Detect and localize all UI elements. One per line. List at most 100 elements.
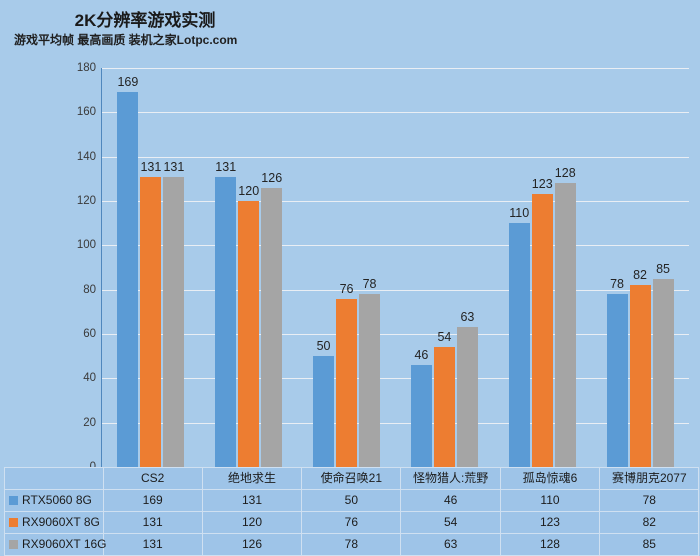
page-title: 2K分辨率游戏实测: [74, 11, 216, 30]
bar-value-label: 110: [509, 206, 530, 221]
table-column-header: 绝地求生: [201, 467, 303, 490]
bar[interactable]: [313, 356, 335, 467]
bar-value-label: 54: [437, 330, 452, 345]
bar[interactable]: [629, 285, 651, 467]
y-axis-tick-label: 40: [83, 372, 96, 385]
table-cell: 63: [400, 533, 501, 556]
legend-swatch-icon: [9, 540, 18, 549]
table-column-header: 孤岛惊魂6: [499, 467, 601, 490]
bar-group: 50 76 78: [297, 68, 396, 472]
table-cell: 123: [499, 511, 601, 534]
table-row: RX9060XT 8G 131 120 76 54 123 82: [4, 511, 700, 534]
bar[interactable]: [508, 223, 530, 467]
bar[interactable]: [433, 347, 455, 467]
table-cell: 126: [201, 533, 303, 556]
gridline: [102, 334, 689, 335]
bar-group: 110 123 128: [493, 68, 591, 472]
bar[interactable]: [410, 365, 432, 467]
gridline: [102, 289, 689, 291]
plot-area: 169 131 131 131 120 126 50 76 78 46 54 63 110 123 128 7…: [102, 68, 689, 472]
bar[interactable]: [261, 187, 283, 467]
legend-entry[interactable]: RTX5060 8G: [4, 489, 104, 512]
y-axis-tick-label: 20: [83, 416, 96, 429]
bar-value-label: 85: [656, 261, 671, 276]
bar-group: 131 120 126: [199, 68, 298, 472]
y-axis: 180160140120100806040200: [52, 62, 96, 473]
table-cell: 82: [599, 511, 700, 534]
legend-entry[interactable]: RX9060XT 16G: [4, 533, 107, 556]
table-cell: 54: [400, 511, 501, 534]
bar[interactable]: [652, 278, 674, 467]
bar[interactable]: [238, 201, 260, 467]
y-axis-tick-label: 140: [76, 150, 96, 163]
chart-canvas: 180160140120100806040200 169131131131120…: [52, 62, 689, 473]
table-cell: 50: [301, 489, 402, 512]
gridline: [102, 245, 689, 247]
table-cell: 78: [301, 533, 402, 556]
table-cell: 120: [201, 511, 303, 534]
bar[interactable]: [336, 298, 358, 467]
bar[interactable]: [606, 294, 628, 467]
table-cell: 85: [599, 533, 700, 556]
table-cell: 76: [301, 511, 402, 534]
bar-group: 46 54 63: [395, 68, 494, 472]
gridline: [102, 156, 689, 158]
bar[interactable]: [215, 176, 237, 467]
bar-value-label: 123: [531, 177, 553, 192]
bar-value-label: 131: [140, 159, 162, 174]
chart-subtitle: 游戏平均帧 最高画质 装机之家Lotpc.com: [14, 33, 238, 47]
table-cell: 128: [499, 533, 601, 556]
table-cell: 78: [599, 489, 700, 512]
table-cell: 131: [201, 489, 303, 512]
bar-value-label: 63: [460, 310, 475, 325]
table-column-header: 赛博朋克2077: [599, 467, 700, 490]
y-axis-tick-label: 160: [76, 106, 96, 119]
bar-group: 169 131 131: [102, 68, 200, 467]
bar-value-label: 120: [238, 184, 260, 198]
bar[interactable]: [117, 92, 139, 467]
legend-swatch-icon: [9, 518, 18, 527]
table-column-header: 使命召唤21: [301, 467, 402, 490]
bar-value-label: 126: [261, 170, 283, 185]
legend-label: RX9060XT 16G: [22, 537, 107, 551]
y-axis-tick-label: 100: [76, 239, 96, 252]
bar-value-label: 76: [339, 281, 354, 296]
table-cell: 131: [102, 511, 203, 534]
bar[interactable]: [163, 176, 185, 467]
bar[interactable]: [554, 183, 576, 467]
table-cell: 110: [499, 489, 601, 512]
table-header-row: CS2 绝地求生 使命召唤21 怪物猎人:荒野 孤岛惊魂6 赛博朋克2077: [4, 467, 700, 490]
y-axis-tick-label: 120: [76, 195, 96, 207]
bar-value-label: 128: [554, 166, 576, 181]
bar-value-label: 169: [117, 75, 139, 90]
table-row: RX9060XT 16G 131 126 78 63 128 85: [4, 533, 700, 556]
bar[interactable]: [531, 194, 553, 467]
table-column-header: CS2: [102, 467, 203, 490]
bar-group: 78 82 85: [591, 68, 689, 472]
gridline: [102, 68, 689, 69]
table-column-header: 怪物猎人:荒野: [400, 467, 501, 490]
bar-value-label: 131: [215, 159, 237, 174]
gridline: [102, 112, 689, 114]
legend-label: RTX5060 8G: [22, 493, 92, 507]
bar-value-label: 131: [163, 159, 185, 174]
bar[interactable]: [456, 327, 478, 467]
data-table: CS2 绝地求生 使命召唤21 怪物猎人:荒野 孤岛惊魂6 赛博朋克2077 RTX5060…: [4, 467, 700, 556]
y-axis-tick-label: 80: [83, 283, 96, 296]
legend-swatch-icon: [9, 496, 18, 505]
y-axis-tick-label: 60: [83, 328, 96, 340]
bar[interactable]: [359, 294, 381, 467]
legend-label: RX9060XT 8G: [22, 515, 100, 529]
gridline: [102, 201, 689, 202]
legend-entry[interactable]: RX9060XT 8G: [4, 511, 104, 534]
bar[interactable]: [140, 176, 162, 467]
table-row: RTX5060 8G 169 131 50 46 110 78: [4, 489, 700, 512]
gridline: [102, 422, 689, 424]
y-axis-tick-label: 180: [76, 62, 96, 74]
bar-value-label: 78: [362, 277, 377, 292]
table-corner-cell: [4, 467, 103, 490]
bar-value-label: 78: [610, 277, 625, 292]
bar-value-label: 46: [414, 348, 429, 363]
gridline: [102, 378, 689, 380]
table-cell: 169: [102, 489, 203, 512]
